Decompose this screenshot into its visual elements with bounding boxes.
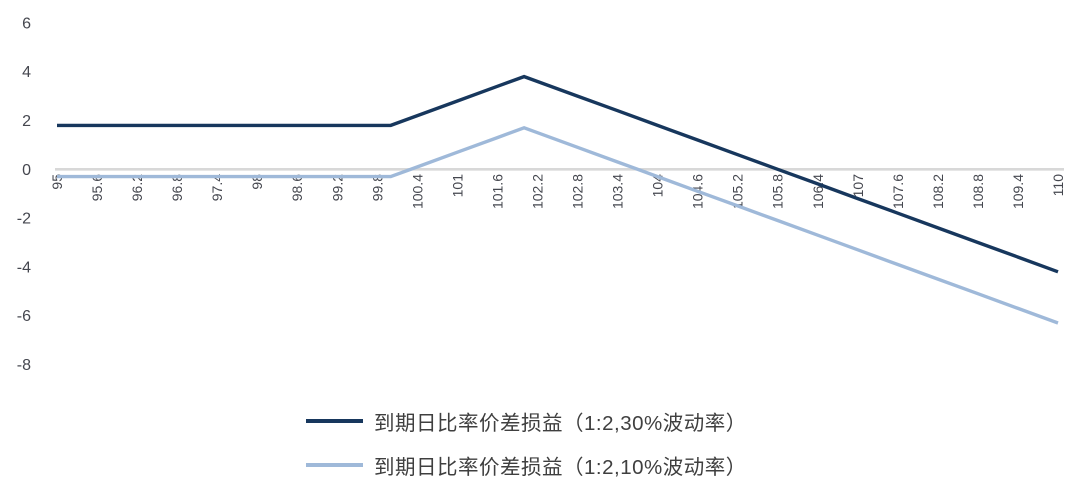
x-axis-tick-label: 108.8 bbox=[970, 174, 986, 209]
y-axis-tick-label: 0 bbox=[22, 162, 31, 179]
x-axis-tick-label: 102.8 bbox=[570, 174, 586, 209]
x-axis-tick-label: 99.2 bbox=[329, 174, 345, 201]
x-axis-tick-label: 109.4 bbox=[1010, 174, 1026, 209]
x-axis-tick-label: 97.4 bbox=[209, 174, 225, 201]
x-axis-tick-label: 107 bbox=[850, 174, 866, 198]
x-axis-tick-label: 95.6 bbox=[89, 174, 105, 201]
x-axis-tick-label: 99.8 bbox=[369, 174, 385, 201]
x-axis-tick-label: 103.4 bbox=[610, 174, 626, 209]
y-axis-tick-label: -4 bbox=[17, 259, 31, 276]
legend-item-30pct-vol: 到期日比率价差损益（1:2,30%波动率） bbox=[306, 407, 747, 435]
y-axis-tick-label: 4 bbox=[22, 64, 31, 81]
x-axis-tick-label: 96.8 bbox=[169, 174, 185, 201]
x-axis-tick-label: 106.4 bbox=[810, 174, 826, 209]
x-axis-tick-label: 98.6 bbox=[289, 174, 305, 201]
x-axis-tick-label: 105.8 bbox=[770, 174, 786, 209]
x-axis-tick-label: 105.2 bbox=[730, 174, 746, 209]
chart-legend: 到期日比率价差损益（1:2,30%波动率） 到期日比率价差损益（1:2,10%波… bbox=[306, 407, 747, 479]
x-axis-tick-label: 110 bbox=[1050, 174, 1066, 197]
y-axis-tick-label: -6 bbox=[17, 308, 31, 325]
legend-line-swatch-10pct bbox=[306, 463, 363, 467]
y-axis-tick-label: 6 bbox=[22, 15, 31, 32]
x-axis-tick-label: 102.2 bbox=[530, 174, 546, 209]
legend-item-10pct-vol: 到期日比率价差损益（1:2,10%波动率） bbox=[306, 451, 747, 479]
y-axis-tick-label: -2 bbox=[17, 211, 31, 228]
legend-label-30pct: 到期日比率价差损益（1:2,30%波动率） bbox=[374, 412, 747, 435]
x-axis-tick-label: 101.6 bbox=[489, 174, 505, 209]
series-line-30pct-vol bbox=[57, 74, 1059, 274]
x-axis-tick-label: 108.2 bbox=[930, 174, 946, 209]
x-axis-tick-label: 101 bbox=[449, 174, 465, 198]
y-axis-tick-label: -8 bbox=[17, 357, 31, 374]
series-line-10pct-vol bbox=[57, 125, 1059, 325]
x-axis-tick-label: 100.4 bbox=[409, 174, 425, 209]
y-axis-tick-label: 2 bbox=[22, 113, 31, 130]
legend-label-10pct: 到期日比率价差损益（1:2,10%波动率） bbox=[374, 456, 747, 479]
x-axis-tick-label: 96.2 bbox=[129, 174, 145, 201]
legend-line-swatch-30pct bbox=[306, 419, 363, 423]
x-axis-tick-label: 107.6 bbox=[890, 174, 906, 209]
